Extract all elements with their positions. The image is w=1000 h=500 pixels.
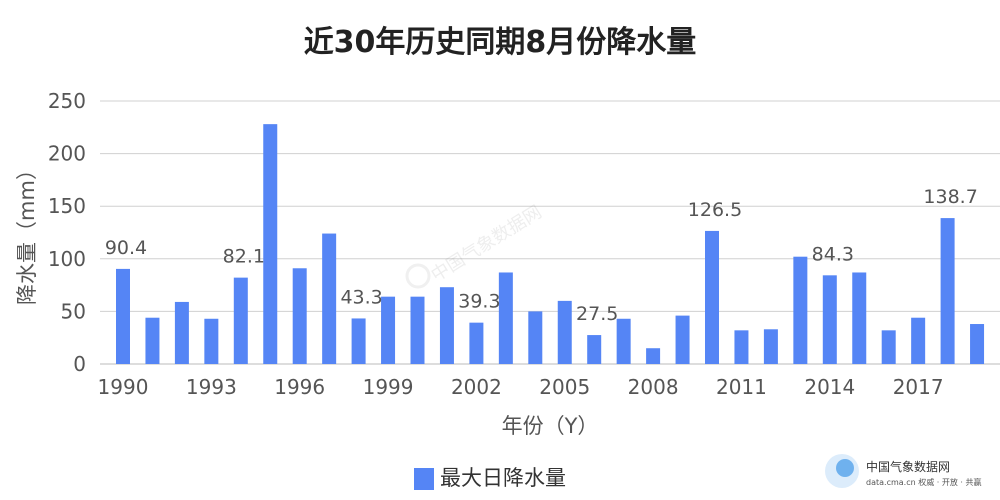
bar-2001 [439,287,454,364]
y-axis-ticks: 0 50 100 150 200 250 [48,89,86,376]
legend-label: 最大日降水量 [440,466,566,490]
data-label: 27.5 [576,303,618,325]
bar-2014 [822,275,837,364]
data-label: 138.7 [923,186,977,208]
y-tick-label: 150 [48,194,86,218]
y-tick-label: 200 [48,142,86,166]
bar-2016 [881,330,896,364]
bar-2007 [616,318,631,364]
data-labels: 90.4 82.1 43.3 39.3 27.5 126.5 84.3 138.7 [105,186,978,325]
bar-2005 [557,300,572,364]
watermark-logo-icon [405,263,431,289]
bar-2015 [852,272,867,364]
data-label: 43.3 [340,286,382,308]
y-tick-label: 50 [61,299,86,323]
bar-2019 [970,324,985,364]
bar-2013 [793,256,808,364]
bar-1992 [174,301,189,364]
bar-1999 [381,296,396,364]
bar-2004 [528,311,543,364]
data-label: 84.3 [812,243,854,265]
x-tick-label: 1996 [274,375,325,399]
chart-title: 近30年历史同期8月份降水量 [304,25,697,60]
y-tick-label: 0 [73,352,86,376]
bar-2002 [469,322,484,364]
logo-title: 中国气象数据网 [866,459,950,474]
bar-2000 [410,296,425,364]
x-axis-ticks: 1990 1993 1996 1999 2002 2005 2008 2011 2014 2017 [98,375,944,399]
x-tick-label: 2005 [539,375,590,399]
data-label: 126.5 [688,199,742,221]
corner-logo: 中国气象数据网 data.cma.cn 权威 · 开放 · 共赢 [825,454,981,488]
y-tick-label: 100 [48,247,86,271]
grid-lines [100,100,1000,365]
x-tick-label: 2017 [893,375,944,399]
y-tick-label: 250 [48,89,86,113]
bar-2008 [646,348,661,364]
data-label: 90.4 [105,237,147,259]
bar-2012 [763,329,778,364]
bar-1998 [351,318,366,364]
x-tick-label: 1990 [98,375,149,399]
legend: 最大日降水量 [414,466,566,490]
bar-1993 [204,318,219,364]
bar-1990 [116,268,130,364]
bar-2003 [498,272,513,364]
x-tick-label: 1999 [363,375,414,399]
x-tick-label: 2008 [628,375,679,399]
x-tick-label: 2014 [804,375,855,399]
x-axis-title: 年份（Y） [502,414,599,438]
bar-1997 [322,233,337,364]
bar-2009 [675,315,690,364]
x-tick-label: 2011 [716,375,767,399]
data-label: 39.3 [458,291,500,313]
legend-swatch [414,468,434,490]
bar-1996 [292,268,307,364]
x-tick-label: 2002 [451,375,502,399]
y-axis-title: 降水量（mm） [15,159,39,305]
watermark-text: 中国气象数据网 [428,202,546,287]
cma-logo-icon-inner [836,459,854,477]
bar-2017 [911,317,926,364]
bars [116,124,985,364]
bar-1994 [233,277,248,364]
bar-1991 [145,317,160,364]
center-watermark: 中国气象数据网 [405,202,546,289]
bar-2006 [587,335,602,364]
data-label: 82.1 [223,246,265,268]
bar-1995 [263,124,278,364]
bar-2011 [734,330,749,364]
logo-subtitle: data.cma.cn 权威 · 开放 · 共赢 [866,477,981,487]
bar-2010 [705,230,719,364]
x-tick-label: 1993 [186,375,237,399]
bar-2018 [940,218,955,364]
